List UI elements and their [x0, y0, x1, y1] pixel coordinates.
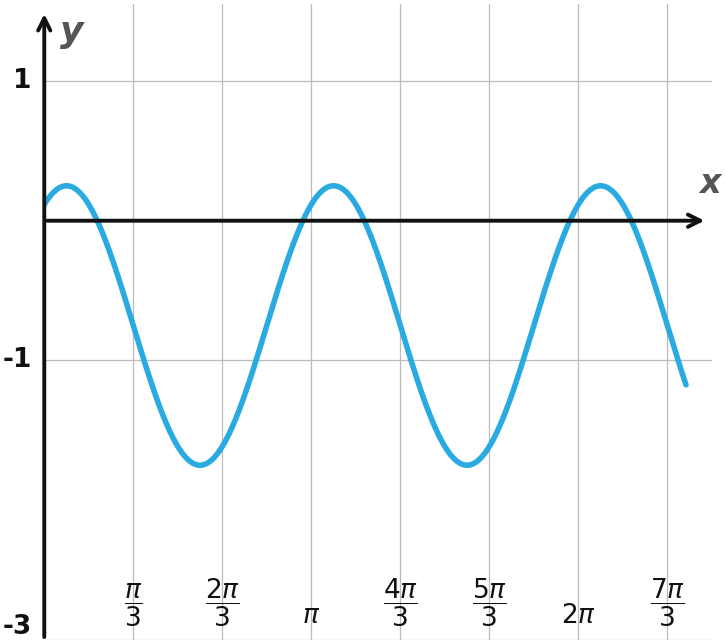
Text: $2π$: $2π$ — [561, 603, 596, 629]
Text: $\dfrac{4π}{3}$: $\dfrac{4π}{3}$ — [383, 576, 418, 629]
Text: $\dfrac{2π}{3}$: $\dfrac{2π}{3}$ — [204, 576, 240, 629]
Text: -1: -1 — [2, 347, 31, 374]
Text: $π$: $π$ — [302, 603, 320, 629]
Text: 1: 1 — [13, 68, 31, 94]
Text: $\dfrac{π}{3}$: $\dfrac{π}{3}$ — [124, 582, 143, 629]
Text: $\dfrac{5π}{3}$: $\dfrac{5π}{3}$ — [472, 576, 507, 629]
Text: -3: -3 — [2, 614, 31, 640]
Text: y: y — [59, 15, 83, 50]
Text: x: x — [699, 167, 721, 200]
Text: $\dfrac{7π}{3}$: $\dfrac{7π}{3}$ — [650, 576, 685, 629]
